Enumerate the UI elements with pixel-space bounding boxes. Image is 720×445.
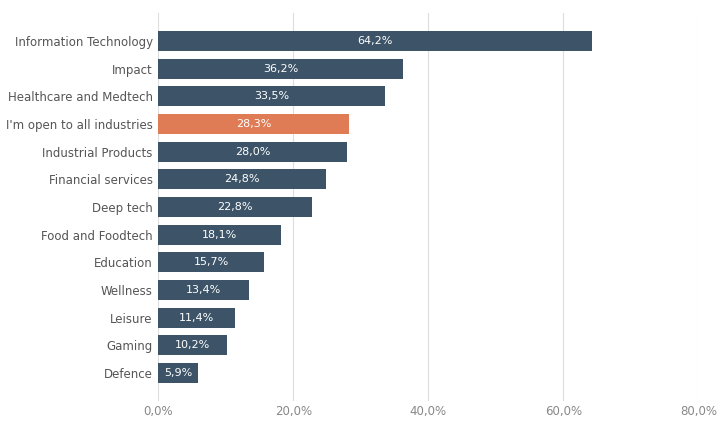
Bar (158, 59, 402, 78)
Text: 5,9%: 5,9% (164, 368, 192, 378)
Text: 28,0%: 28,0% (235, 146, 271, 157)
Bar (158, 169, 325, 189)
Bar (158, 307, 235, 328)
Bar (158, 197, 312, 217)
Bar (158, 252, 264, 272)
Text: 13,4%: 13,4% (186, 285, 221, 295)
Text: 10,2%: 10,2% (175, 340, 210, 350)
Bar (158, 280, 249, 300)
Bar (158, 31, 592, 51)
Text: 64,2%: 64,2% (357, 36, 393, 46)
Bar (158, 86, 384, 106)
Text: 36,2%: 36,2% (263, 64, 298, 73)
Bar (158, 336, 228, 355)
Text: 24,8%: 24,8% (225, 174, 260, 184)
Text: 33,5%: 33,5% (254, 91, 289, 101)
Text: 15,7%: 15,7% (194, 257, 229, 267)
Bar (158, 363, 198, 383)
Text: 18,1%: 18,1% (202, 230, 237, 239)
Text: 11,4%: 11,4% (179, 312, 215, 323)
Text: 22,8%: 22,8% (217, 202, 253, 212)
Bar (158, 114, 349, 134)
Bar (158, 225, 281, 245)
Bar (158, 142, 347, 162)
Text: 28,3%: 28,3% (236, 119, 271, 129)
